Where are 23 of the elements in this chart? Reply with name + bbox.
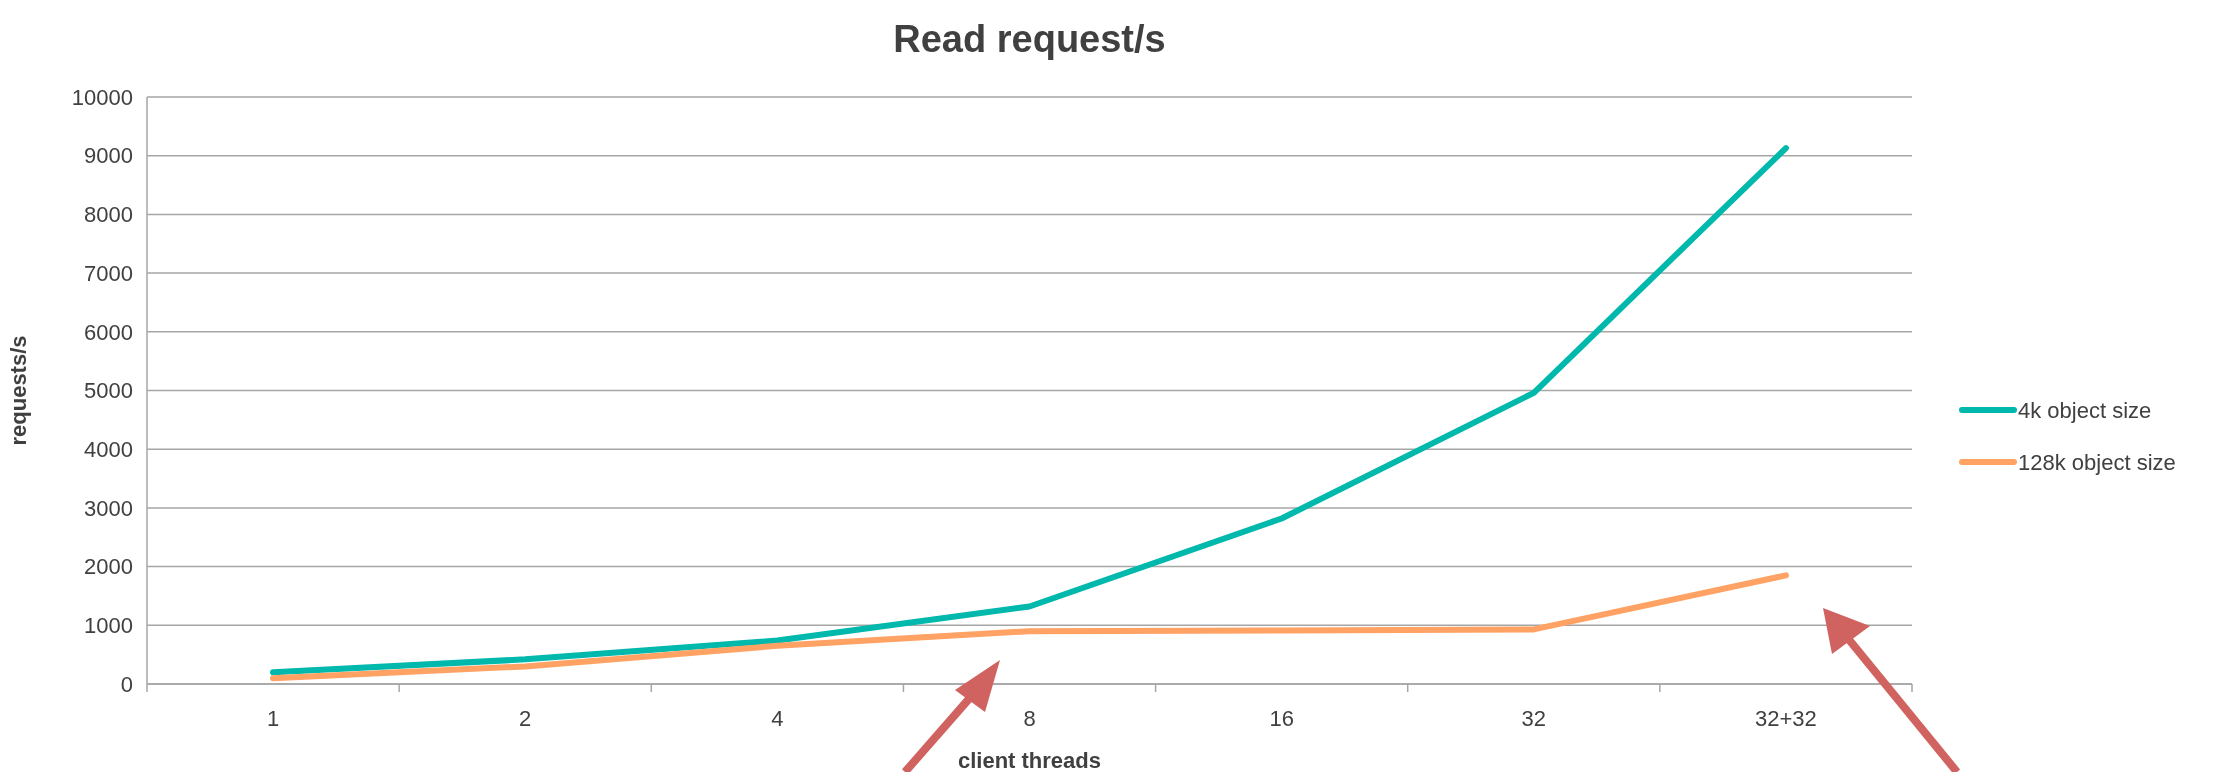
legend-label: 128k object size [2018,449,2176,475]
x-tick-label: 4 [771,706,784,731]
y-tick-label: 5000 [84,378,133,404]
chart-title: Read request/s [893,18,1166,60]
y-tick-label: 3000 [84,495,133,521]
legend-label: 4k object size [2018,397,2152,423]
x-tick-label: 16 [1269,706,1294,731]
x-tick-label: 32 [1521,706,1547,731]
y-tick-label: 6000 [84,319,133,345]
y-tick-label: 2000 [84,554,133,580]
y-tick-label: 1000 [84,613,133,638]
y-tick-label: 4000 [84,436,133,462]
x-tick-label: 2 [519,706,532,731]
y-tick-label: 9000 [84,143,133,169]
y-axis-title: requests/s [6,335,31,446]
y-tick-label: 0 [120,671,133,697]
x-tick-label: 32+32 [1755,706,1817,731]
y-tick-label: 7000 [84,260,133,286]
x-tick-label: 8 [1023,706,1036,731]
y-tick-label: 8000 [84,202,133,228]
x-axis-title: client threads [957,748,1102,772]
y-tick-label: 10000 [71,84,133,110]
x-tick-label: 1 [266,706,280,731]
